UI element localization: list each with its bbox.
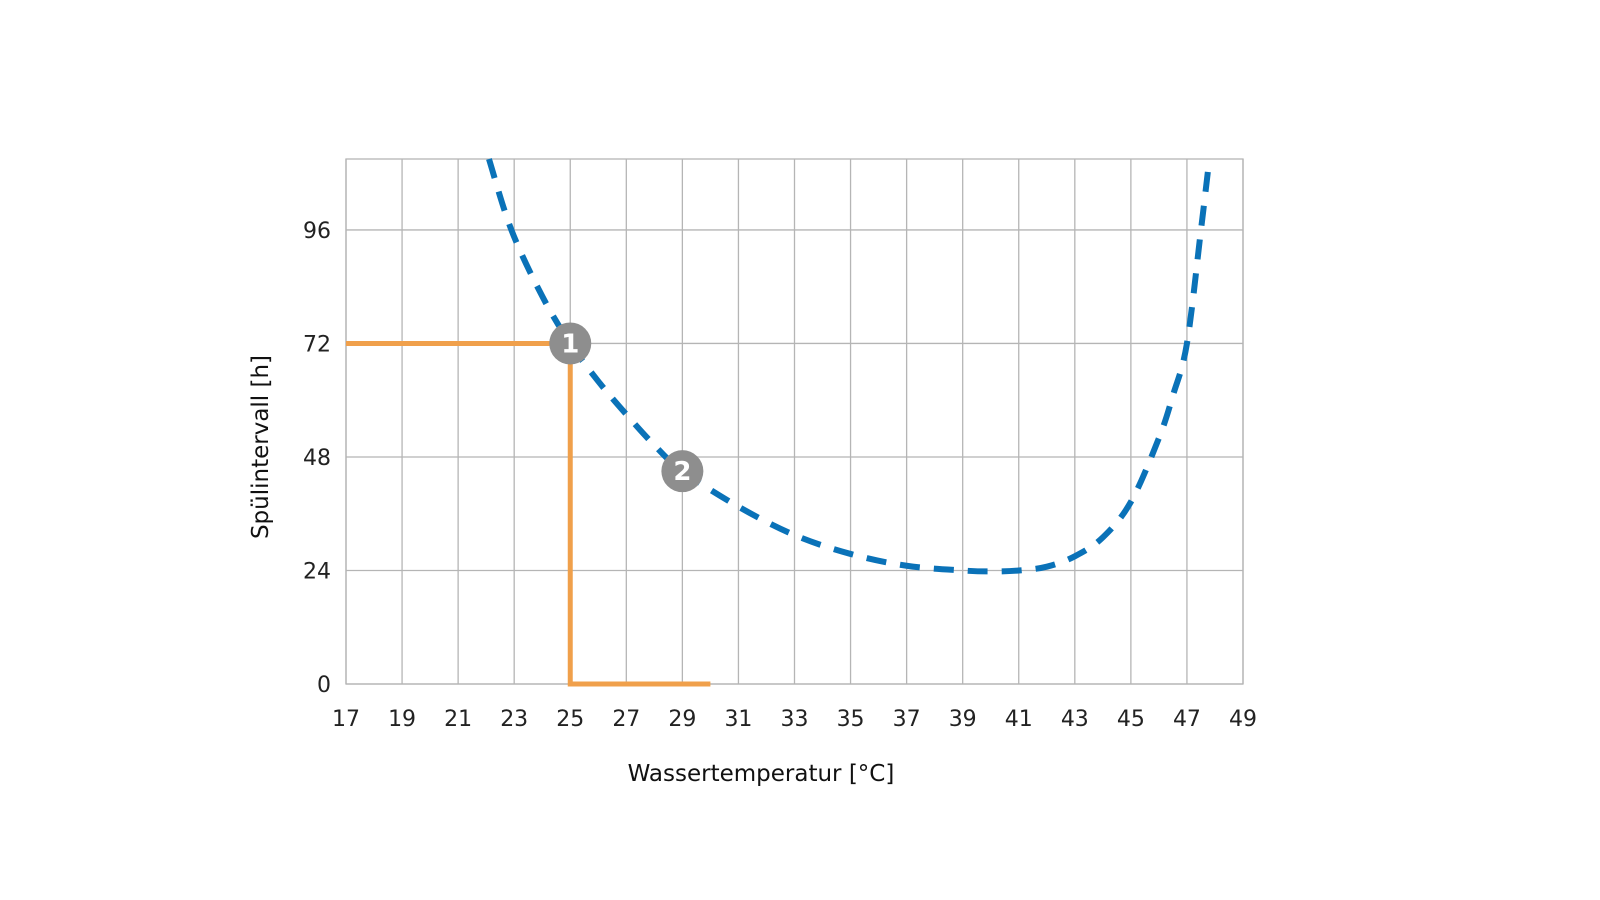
annotation-marker: [549, 322, 592, 365]
y-tick-label: 48: [303, 446, 331, 471]
x-tick-label: 39: [949, 707, 977, 732]
series-layer: [346, 158, 1213, 687]
x-tick-label: 37: [893, 707, 921, 732]
x-tick-label: 29: [668, 707, 696, 732]
dashed-curve: [486, 158, 1213, 575]
tick-labels: 17 19 21 23 25 27 29 31 33 35 37 39 41 43 45 47 49024487…: [303, 219, 1257, 732]
x-tick-label: 35: [837, 707, 865, 732]
x-tick-label: 19: [388, 707, 416, 732]
x-tick-label: 47: [1173, 707, 1201, 732]
x-tick-label: 23: [500, 707, 528, 732]
y-tick-label: 72: [303, 332, 331, 357]
x-tick-label: 41: [1005, 707, 1033, 732]
x-tick-label: 49: [1229, 707, 1257, 732]
x-tick-label: 17: [332, 707, 360, 732]
x-tick-label: 45: [1117, 707, 1145, 732]
x-tick-label: 27: [612, 707, 640, 732]
grid: [345, 158, 1244, 685]
annotation-marker: [661, 450, 704, 493]
x-tick-label: 33: [781, 707, 809, 732]
x-tick-label: 25: [556, 707, 584, 732]
annotation-markers: 12: [549, 322, 704, 493]
guide-line: [346, 340, 711, 687]
x-tick-label: 21: [444, 707, 472, 732]
annotation-label: 2: [673, 457, 691, 487]
x-tick-label: 43: [1061, 707, 1089, 732]
y-axis-label: Spülintervall [h]: [248, 355, 274, 539]
y-tick-label: 0: [317, 673, 331, 698]
x-tick-label: 31: [724, 707, 752, 732]
x-axis-label: Wassertemperatur [°C]: [628, 761, 895, 787]
annotation-label: 1: [561, 329, 579, 359]
y-tick-label: 96: [303, 219, 331, 244]
y-tick-label: 24: [303, 559, 331, 584]
